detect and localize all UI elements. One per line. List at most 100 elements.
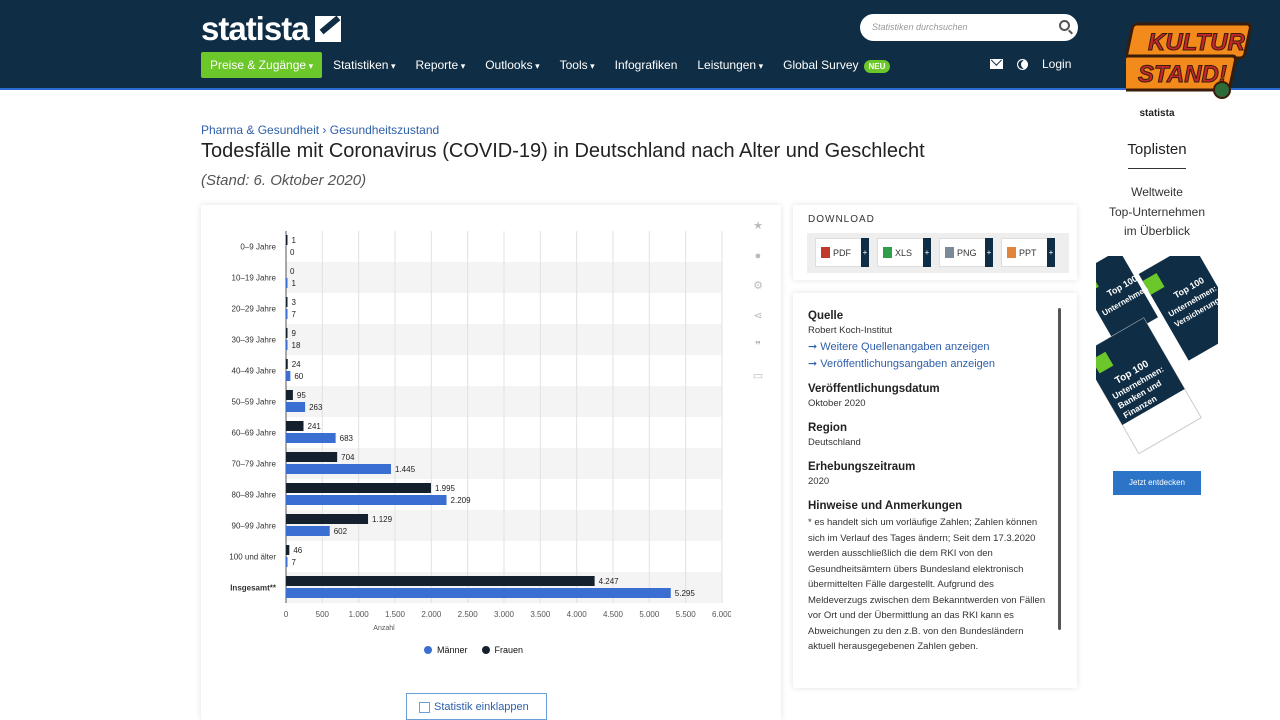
pdf-file-icon — [821, 247, 830, 258]
breadcrumb: Pharma & Gesundheit › Gesundheitszustand — [201, 123, 439, 137]
bar-frauen[interactable] — [286, 359, 288, 369]
png-label: PNG — [957, 247, 977, 258]
globe-icon[interactable] — [1017, 58, 1028, 70]
bar-maenner[interactable] — [286, 557, 288, 567]
nav-item-leistungen[interactable]: Leistungen — [697, 58, 763, 72]
bar-maenner[interactable] — [286, 495, 447, 505]
legend-dot-frauen — [481, 646, 490, 654]
ad-divider — [1128, 168, 1186, 169]
data-label: 4.247 — [599, 577, 620, 586]
data-label: 60 — [294, 372, 303, 381]
bar-frauen[interactable] — [286, 483, 431, 493]
legend-item-maenner[interactable]: Männer — [424, 645, 468, 655]
collapse-statistic-button[interactable]: Statistik einklappen — [406, 693, 547, 720]
bell-icon[interactable]: ● — [754, 250, 762, 262]
data-label: 0 — [290, 267, 295, 276]
top-navigation-bar: statista Statistiken durchsuchen Preise … — [0, 0, 1280, 90]
search-input[interactable]: Statistiken durchsuchen — [860, 14, 1078, 41]
quelle-heading: Quelle — [808, 310, 844, 322]
search-icon[interactable] — [1059, 20, 1070, 31]
bar-maenner[interactable] — [286, 433, 336, 443]
x-tick-label: 1.000 — [349, 610, 370, 619]
xls-file-icon — [883, 247, 892, 258]
breadcrumb-separator: › — [322, 123, 327, 137]
nav-item-tools[interactable]: Tools — [560, 58, 595, 72]
ad-desc-line2: Top-Unternehmen — [1108, 204, 1206, 219]
x-tick-label: 3.000 — [494, 610, 515, 619]
data-label: 0 — [290, 248, 295, 257]
bar-maenner[interactable] — [286, 402, 306, 412]
x-tick-label: 2.000 — [421, 610, 442, 619]
breadcrumb-item-pharma[interactable]: Pharma & Gesundheit — [201, 123, 320, 137]
x-tick-label: 4.000 — [567, 610, 588, 619]
legend-item-frauen[interactable]: Frauen — [481, 645, 524, 655]
category-label: 10–19 Jahre — [232, 274, 277, 283]
chart-legend: Männer Frauen — [424, 645, 523, 655]
region-heading: Region — [808, 422, 847, 434]
bar-maenner[interactable] — [286, 278, 288, 288]
bar-maenner[interactable] — [286, 340, 288, 350]
x-tick-label: 1.500 — [385, 610, 406, 619]
ad-brand: statista — [1139, 108, 1175, 119]
bar-maenner[interactable] — [286, 526, 330, 536]
period-value: 2020 — [808, 476, 830, 487]
download-card: DOWNLOAD PDF + XLS + PNG + PPT + — [793, 205, 1077, 280]
nav-item-preise[interactable]: Preise & Zugänge — [201, 52, 323, 78]
x-tick-label: 5.500 — [676, 610, 697, 619]
download-ppt-button[interactable]: PPT + — [1001, 238, 1055, 267]
data-label: 704 — [341, 453, 355, 462]
bar-frauen[interactable] — [286, 514, 369, 524]
nav-item-infografiken[interactable]: Infografiken — [614, 58, 678, 72]
more-sources-link[interactable]: ➞ Weitere Quellenangaben anzeigen — [808, 341, 990, 353]
nav-item-reporte[interactable]: Reporte — [415, 58, 465, 72]
print-icon[interactable]: ▭ — [752, 370, 764, 382]
chart-card: 0 500 1.000 1.500 2.000 2.500 3.000 3.500 4.000 4… — [201, 205, 781, 720]
mail-icon[interactable] — [990, 59, 1003, 69]
settings-icon[interactable]: ⚙ — [753, 280, 763, 292]
bar-frauen[interactable] — [286, 297, 288, 307]
download-png-button[interactable]: PNG + — [939, 238, 993, 267]
x-axis-label: Anzahl — [373, 625, 395, 632]
main-nav: Preise & Zugänge Statistiken Reporte Out… — [201, 52, 910, 78]
download-label: DOWNLOAD — [808, 214, 875, 225]
category-label: 50–59 Jahre — [232, 398, 277, 407]
star-icon[interactable]: ★ — [753, 220, 763, 232]
nav-item-statistiken[interactable]: Statistiken — [333, 58, 395, 72]
date-value: Oktober 2020 — [808, 398, 866, 409]
publication-info-link[interactable]: ➞ Veröffentlichungsangaben anzeigen — [808, 358, 995, 370]
bar-frauen[interactable] — [286, 576, 595, 586]
quote-icon[interactable]: ❞ — [755, 340, 761, 352]
bar-maenner[interactable] — [286, 464, 392, 474]
bar-maenner[interactable] — [286, 309, 288, 319]
bar-frauen[interactable] — [286, 545, 290, 555]
download-xls-button[interactable]: XLS + — [877, 238, 931, 267]
bar-frauen[interactable] — [286, 452, 338, 462]
download-pdf-button[interactable]: PDF + — [815, 238, 869, 267]
nav-item-outlooks[interactable]: Outlooks — [485, 58, 539, 72]
jetzt-entdecken-button[interactable]: Jetzt entdecken — [1113, 470, 1201, 495]
bar-frauen[interactable] — [286, 390, 293, 400]
source-scrollbar[interactable] — [1058, 308, 1061, 630]
legend-label-frauen: Frauen — [494, 645, 524, 655]
x-tick-label: 2.500 — [458, 610, 479, 619]
bar-frauen[interactable] — [286, 421, 304, 431]
data-label: 7 — [292, 310, 297, 319]
nav-item-global-survey[interactable]: Global Survey NEU — [783, 58, 891, 73]
share-icon[interactable]: ⋖ — [753, 310, 763, 322]
data-label: 1 — [292, 279, 297, 288]
breadcrumb-item-gesundheitszustand[interactable]: Gesundheitszustand — [329, 123, 440, 137]
bar-maenner[interactable] — [286, 371, 291, 381]
x-tick-label: 500 — [316, 610, 330, 619]
bar-maenner[interactable] — [286, 588, 671, 598]
login-link[interactable]: Login — [1042, 57, 1072, 71]
bar-frauen[interactable] — [286, 235, 288, 245]
xls-label: XLS — [895, 247, 913, 258]
data-label: 95 — [297, 391, 306, 400]
category-label: 30–39 Jahre — [232, 336, 277, 345]
statista-logo[interactable]: statista — [201, 10, 341, 48]
x-tick-label: 3.500 — [530, 610, 551, 619]
ad-description: Weltweite Top-Unternehmen im Überblick — [1096, 183, 1218, 242]
bar-frauen[interactable] — [286, 328, 288, 338]
ad-desc-line3: im Überblick — [1123, 224, 1190, 238]
pdf-label: PDF — [833, 247, 851, 258]
